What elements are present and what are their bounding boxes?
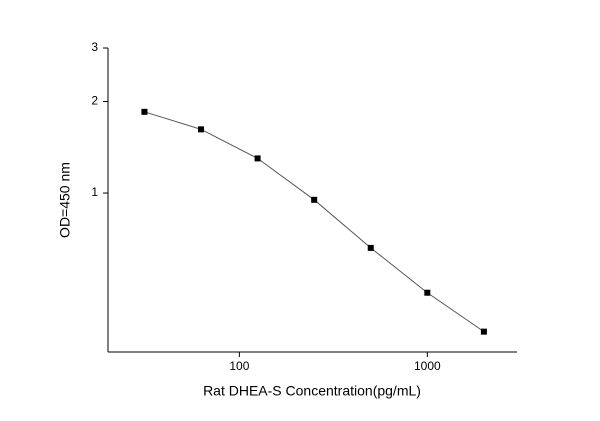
x-axis-label: Rat DHEA-S Concentration(pg/mL) — [203, 383, 421, 399]
x-tick-label: 100 — [229, 359, 249, 373]
point — [424, 289, 431, 296]
point — [480, 328, 487, 335]
point — [311, 196, 318, 203]
point — [198, 126, 205, 133]
point — [141, 108, 148, 115]
y-tick-label: 2 — [91, 94, 98, 108]
y-tick-label: 3 — [91, 40, 98, 54]
point — [254, 155, 261, 162]
x-tick-label: 1000 — [414, 359, 441, 373]
y-axis-label: OD=450 nm — [57, 162, 73, 238]
y-tick-label: 1 — [91, 185, 98, 199]
point — [367, 244, 374, 251]
fit-line — [144, 111, 485, 333]
